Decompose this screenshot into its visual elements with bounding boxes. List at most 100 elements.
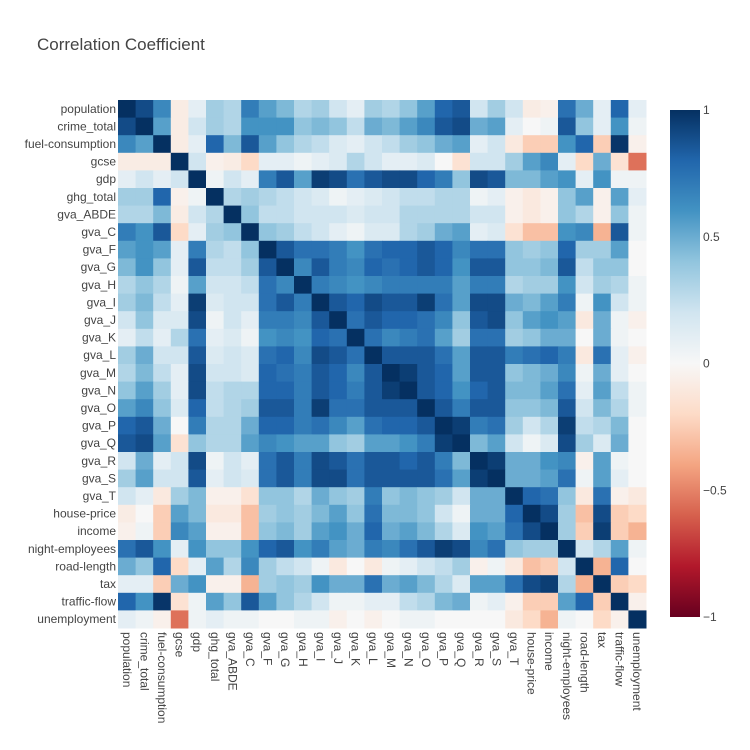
heatmap-cell bbox=[434, 610, 453, 629]
heatmap-cell bbox=[382, 205, 401, 224]
heatmap-cell bbox=[206, 381, 225, 400]
heatmap-cell bbox=[593, 540, 612, 559]
heatmap-cell bbox=[346, 258, 365, 277]
heatmap-cell bbox=[170, 311, 189, 330]
heatmap-cell bbox=[329, 575, 348, 594]
heatmap-cell bbox=[628, 152, 647, 171]
heatmap-cell bbox=[135, 240, 154, 259]
heatmap-cell bbox=[417, 592, 436, 611]
heatmap-cell bbox=[223, 311, 242, 330]
heatmap-cell bbox=[593, 170, 612, 189]
heatmap-cell bbox=[276, 381, 295, 400]
heatmap-cell bbox=[575, 522, 594, 541]
heatmap-cell bbox=[153, 592, 172, 611]
heatmap-cell bbox=[258, 610, 277, 629]
heatmap-cell bbox=[417, 188, 436, 207]
heatmap-cell bbox=[294, 328, 313, 347]
heatmap-cell bbox=[399, 469, 418, 488]
heatmap-cell bbox=[522, 188, 541, 207]
heatmap-cell bbox=[135, 416, 154, 435]
heatmap-cell bbox=[294, 540, 313, 559]
heatmap-cell bbox=[118, 592, 137, 611]
heatmap-cell bbox=[206, 293, 225, 312]
colorbar-tick-label: 0.5 bbox=[703, 230, 720, 244]
heatmap-cell bbox=[258, 117, 277, 136]
heatmap-cell bbox=[135, 522, 154, 541]
heatmap-cell bbox=[188, 416, 207, 435]
heatmap-cell bbox=[118, 117, 137, 136]
heatmap-cell bbox=[118, 557, 137, 576]
heatmap-cell bbox=[522, 311, 541, 330]
heatmap-cell bbox=[188, 557, 207, 576]
heatmap-cell bbox=[135, 487, 154, 506]
heatmap-cell bbox=[575, 364, 594, 383]
heatmap-cell bbox=[311, 557, 330, 576]
heatmap-cell bbox=[223, 434, 242, 453]
heatmap-cell bbox=[434, 205, 453, 224]
heatmap-cell bbox=[522, 240, 541, 259]
heatmap-cell bbox=[329, 452, 348, 471]
heatmap-cell bbox=[118, 346, 137, 365]
heatmap-cell bbox=[382, 240, 401, 259]
heatmap-cell bbox=[276, 610, 295, 629]
heatmap-cell bbox=[329, 540, 348, 559]
heatmap-cell bbox=[505, 610, 524, 629]
heatmap-cell bbox=[276, 258, 295, 277]
heatmap-cell bbox=[470, 364, 489, 383]
y-tick-label: gva_ABDE bbox=[57, 207, 116, 221]
heatmap-cell bbox=[505, 416, 524, 435]
heatmap-cell bbox=[593, 557, 612, 576]
heatmap-cell bbox=[558, 293, 577, 312]
heatmap-cell bbox=[206, 152, 225, 171]
heatmap-cell bbox=[399, 416, 418, 435]
heatmap-cell bbox=[593, 522, 612, 541]
heatmap-cell bbox=[241, 469, 260, 488]
y-tick-label: ghg_total bbox=[67, 190, 116, 204]
heatmap-cell bbox=[628, 170, 647, 189]
heatmap-cell bbox=[364, 205, 383, 224]
heatmap-cell bbox=[329, 381, 348, 400]
heatmap-cell bbox=[170, 522, 189, 541]
heatmap-cell bbox=[346, 135, 365, 154]
heatmap-cell bbox=[346, 522, 365, 541]
heatmap-cell bbox=[346, 452, 365, 471]
heatmap-cell bbox=[452, 205, 471, 224]
heatmap-cell bbox=[452, 117, 471, 136]
heatmap-cell bbox=[170, 152, 189, 171]
heatmap-cell bbox=[505, 540, 524, 559]
heatmap-cell bbox=[188, 258, 207, 277]
heatmap-cell bbox=[153, 557, 172, 576]
heatmap-cell bbox=[329, 188, 348, 207]
heatmap-cell bbox=[470, 452, 489, 471]
heatmap-cell bbox=[434, 592, 453, 611]
heatmap-cell bbox=[241, 135, 260, 154]
heatmap-cell bbox=[206, 575, 225, 594]
heatmap-cell bbox=[311, 364, 330, 383]
heatmap-cell bbox=[540, 522, 559, 541]
y-tick-label: gva_R bbox=[81, 454, 116, 468]
heatmap-cell bbox=[593, 346, 612, 365]
heatmap-cell bbox=[206, 205, 225, 224]
heatmap-cell bbox=[593, 469, 612, 488]
x-tick-label: gva_S bbox=[489, 632, 503, 666]
heatmap-cell bbox=[311, 346, 330, 365]
heatmap-cell bbox=[294, 311, 313, 330]
heatmap-cell bbox=[329, 240, 348, 259]
heatmap-cell bbox=[540, 399, 559, 418]
heatmap-cell bbox=[452, 100, 471, 119]
heatmap-cell bbox=[417, 346, 436, 365]
heatmap-cell bbox=[241, 381, 260, 400]
heatmap-cell bbox=[628, 610, 647, 629]
heatmap-cell bbox=[294, 522, 313, 541]
colorbar-tick-label: −1 bbox=[703, 610, 717, 624]
heatmap-cell bbox=[258, 240, 277, 259]
heatmap-cell bbox=[434, 117, 453, 136]
heatmap-cell bbox=[223, 188, 242, 207]
heatmap-cell bbox=[470, 381, 489, 400]
heatmap-cell bbox=[364, 100, 383, 119]
heatmap-cell bbox=[364, 399, 383, 418]
heatmap-cell bbox=[258, 276, 277, 295]
heatmap-cell bbox=[575, 135, 594, 154]
heatmap-cell bbox=[470, 557, 489, 576]
y-tick-label: gva_M bbox=[80, 366, 116, 380]
